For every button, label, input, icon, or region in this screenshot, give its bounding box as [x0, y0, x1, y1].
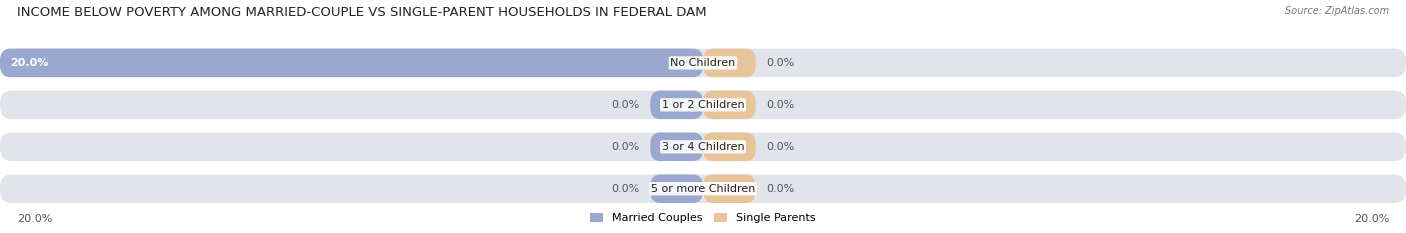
Text: 0.0%: 0.0%	[766, 142, 794, 152]
Legend: Married Couples, Single Parents: Married Couples, Single Parents	[586, 208, 820, 227]
FancyBboxPatch shape	[0, 49, 1406, 77]
Text: 1 or 2 Children: 1 or 2 Children	[662, 100, 744, 110]
Text: 20.0%: 20.0%	[1354, 214, 1389, 224]
Text: No Children: No Children	[671, 58, 735, 68]
FancyBboxPatch shape	[703, 175, 756, 203]
Text: 20.0%: 20.0%	[11, 58, 49, 68]
FancyBboxPatch shape	[703, 133, 756, 161]
Text: 0.0%: 0.0%	[766, 100, 794, 110]
FancyBboxPatch shape	[0, 49, 703, 77]
Text: INCOME BELOW POVERTY AMONG MARRIED-COUPLE VS SINGLE-PARENT HOUSEHOLDS IN FEDERAL: INCOME BELOW POVERTY AMONG MARRIED-COUPL…	[17, 6, 706, 19]
Text: 5 or more Children: 5 or more Children	[651, 184, 755, 194]
FancyBboxPatch shape	[650, 91, 703, 119]
FancyBboxPatch shape	[703, 91, 756, 119]
Text: 0.0%: 0.0%	[766, 58, 794, 68]
Text: 0.0%: 0.0%	[766, 184, 794, 194]
Text: 0.0%: 0.0%	[612, 184, 640, 194]
FancyBboxPatch shape	[650, 133, 703, 161]
Text: 0.0%: 0.0%	[612, 100, 640, 110]
FancyBboxPatch shape	[703, 49, 756, 77]
FancyBboxPatch shape	[0, 133, 1406, 161]
FancyBboxPatch shape	[650, 175, 703, 203]
Text: 3 or 4 Children: 3 or 4 Children	[662, 142, 744, 152]
Text: 20.0%: 20.0%	[17, 214, 52, 224]
Text: 0.0%: 0.0%	[612, 142, 640, 152]
FancyBboxPatch shape	[0, 175, 1406, 203]
Text: Source: ZipAtlas.com: Source: ZipAtlas.com	[1285, 6, 1389, 16]
FancyBboxPatch shape	[0, 91, 1406, 119]
